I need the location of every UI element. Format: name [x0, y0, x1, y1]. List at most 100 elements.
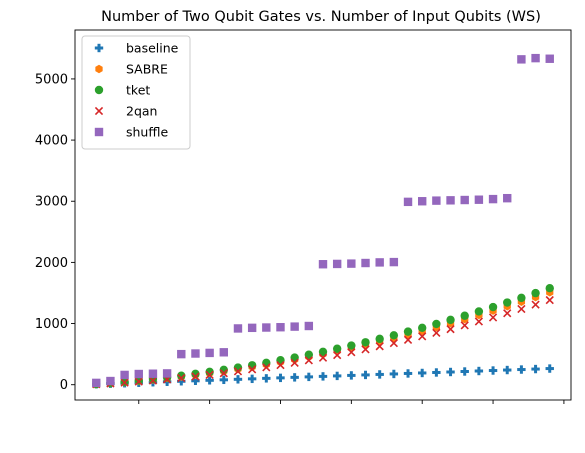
- marker-circle: [488, 302, 498, 312]
- marker-square: [162, 369, 172, 378]
- marker-x: [191, 372, 200, 381]
- marker-circle: [304, 350, 314, 359]
- marker-circle: [460, 311, 469, 320]
- marker-square: [347, 259, 356, 268]
- marker-plus: [276, 373, 285, 383]
- marker-plus: [503, 365, 512, 375]
- legend: baseline SABRE tket 2qan shuffle: [81, 35, 191, 150]
- marker-x: [488, 313, 498, 322]
- marker-plus: [290, 373, 299, 382]
- marker-plus: [403, 369, 413, 378]
- marker-x: [205, 370, 214, 380]
- marker-plus: [332, 371, 342, 381]
- marker-x: [375, 342, 384, 351]
- marker-circle: [347, 341, 356, 350]
- marker-circle: [177, 371, 186, 380]
- marker-x: [177, 373, 186, 383]
- marker-plus: [247, 374, 257, 384]
- marker-plus: [94, 43, 104, 53]
- marker-x: [248, 365, 257, 374]
- chart-title: Number of Two Qubit Gates vs. Number of …: [101, 9, 541, 25]
- y-tick-label: 4000: [35, 134, 68, 149]
- marker-square: [148, 369, 158, 378]
- marker-square: [94, 127, 104, 137]
- marker-plus: [488, 366, 498, 375]
- marker-circle: [517, 293, 526, 303]
- marker-plus: [531, 364, 540, 374]
- marker-x: [148, 376, 158, 385]
- marker-square: [432, 196, 441, 205]
- legend-label: baseline: [126, 41, 179, 56]
- legend-item: 2qan: [94, 104, 157, 119]
- marker-square: [106, 376, 115, 386]
- x-axis-ticks: [138, 400, 565, 404]
- marker-circle: [262, 358, 271, 368]
- y-tick-label: 5000: [35, 72, 68, 87]
- marker-square: [233, 324, 243, 333]
- marker-plus: [418, 368, 427, 378]
- legend-label: SABRE: [126, 62, 168, 77]
- marker-square: [219, 348, 228, 357]
- marker-circle: [94, 85, 104, 95]
- marker-x: [389, 338, 398, 348]
- marker-x: [120, 378, 129, 387]
- marker-circle: [503, 298, 512, 307]
- marker-circle: [332, 344, 342, 353]
- legend-item: tket: [94, 83, 150, 98]
- marker-x: [361, 345, 370, 354]
- marker-plus: [517, 365, 526, 374]
- marker-square: [290, 322, 299, 331]
- marker-x: [517, 304, 526, 314]
- marker-square: [262, 323, 271, 332]
- marker-x: [432, 328, 441, 337]
- marker-square: [276, 323, 285, 332]
- y-tick-label: 3000: [35, 195, 68, 210]
- marker-x: [545, 295, 554, 305]
- marker-circle: [403, 327, 413, 336]
- marker-x: [290, 358, 299, 367]
- marker-square: [318, 260, 328, 269]
- marker-plus: [545, 364, 554, 373]
- legend-box: [81, 35, 191, 150]
- marker-x: [276, 361, 285, 370]
- marker-circle: [361, 338, 370, 347]
- marker-square: [531, 53, 540, 63]
- marker-circle: [318, 347, 328, 357]
- marker-square: [403, 197, 413, 207]
- marker-plus: [233, 375, 243, 384]
- marker-square: [389, 257, 399, 267]
- marker-square: [503, 193, 512, 203]
- marker-square: [460, 195, 469, 205]
- marker-x: [219, 369, 228, 378]
- legend-label: tket: [126, 83, 150, 98]
- marker-circle: [247, 361, 257, 370]
- series-shuffle: [92, 53, 554, 388]
- marker-plus: [375, 370, 384, 379]
- marker-x: [333, 350, 342, 360]
- y-tick-label: 2000: [35, 256, 68, 271]
- marker-circle: [531, 288, 540, 298]
- marker-square: [517, 55, 526, 64]
- marker-hexagon: [95, 64, 103, 74]
- marker-circle: [432, 319, 441, 329]
- y-axis-ticks: 0 1000 2000 3000 4000 5000: [35, 72, 75, 393]
- marker-x: [446, 325, 455, 334]
- marker-plus: [262, 374, 271, 383]
- axes-frame: [74, 29, 572, 401]
- marker-circle: [474, 307, 484, 316]
- data-points: [92, 53, 554, 389]
- y-tick-label: 1000: [35, 317, 68, 332]
- series-2qan: [92, 295, 554, 389]
- marker-x: [94, 106, 104, 116]
- marker-plus: [432, 368, 441, 377]
- marker-x: [304, 356, 313, 365]
- marker-circle: [134, 376, 143, 385]
- marker-x: [403, 335, 413, 344]
- marker-square: [375, 258, 384, 267]
- marker-x: [418, 332, 427, 341]
- marker-circle: [446, 315, 455, 325]
- marker-circle: [375, 334, 384, 344]
- marker-square: [474, 195, 484, 204]
- legend-item: shuffle: [94, 125, 168, 140]
